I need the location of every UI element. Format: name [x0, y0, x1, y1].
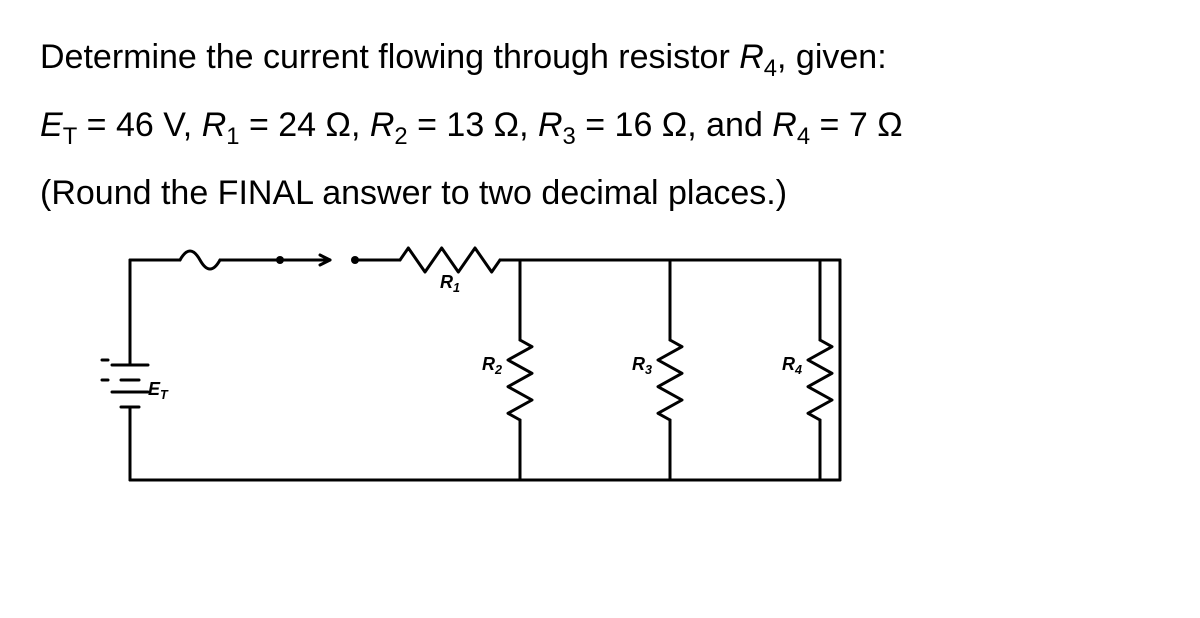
line1-var: R	[739, 38, 764, 76]
line1-post: , given:	[777, 38, 887, 76]
line1-pre: Determine the current flowing through re…	[40, 38, 739, 76]
svg-text:ET: ET	[148, 379, 169, 402]
r3-val: = 16 Ω, and	[576, 106, 773, 144]
svg-text:R3: R3	[632, 354, 652, 377]
r1-label: R	[202, 106, 227, 144]
r2-sub: 2	[394, 123, 407, 150]
circuit-svg: R1 ET R2 R3 R4	[100, 230, 860, 500]
et-label: E	[40, 106, 63, 144]
et-sub: T	[63, 123, 78, 150]
r1-val: = 24 Ω,	[240, 106, 370, 144]
r2-label: R	[370, 106, 395, 144]
r4-sub: 4	[797, 123, 810, 150]
problem-line-2: ET = 46 V, R1 = 24 Ω, R2 = 13 Ω, R3 = 16…	[40, 98, 1160, 156]
svg-text:R4: R4	[782, 354, 802, 377]
r2-val: = 13 Ω,	[408, 106, 538, 144]
r3-label: R	[538, 106, 563, 144]
circuit-diagram: R1 ET R2 R3 R4	[100, 230, 1160, 505]
problem-statement: Determine the current flowing through re…	[40, 30, 1160, 220]
et-val: = 46 V,	[77, 106, 201, 144]
line1-sub: 4	[764, 55, 777, 82]
svg-text:R2: R2	[482, 354, 502, 377]
r3-sub: 3	[563, 123, 576, 150]
r4-val: = 7 Ω	[810, 106, 903, 144]
problem-line-1: Determine the current flowing through re…	[40, 30, 1160, 88]
r1-sub: 1	[226, 123, 239, 150]
problem-line-3: (Round the FINAL answer to two decimal p…	[40, 166, 1160, 220]
r4-label: R	[772, 106, 797, 144]
svg-text:R1: R1	[440, 272, 460, 295]
